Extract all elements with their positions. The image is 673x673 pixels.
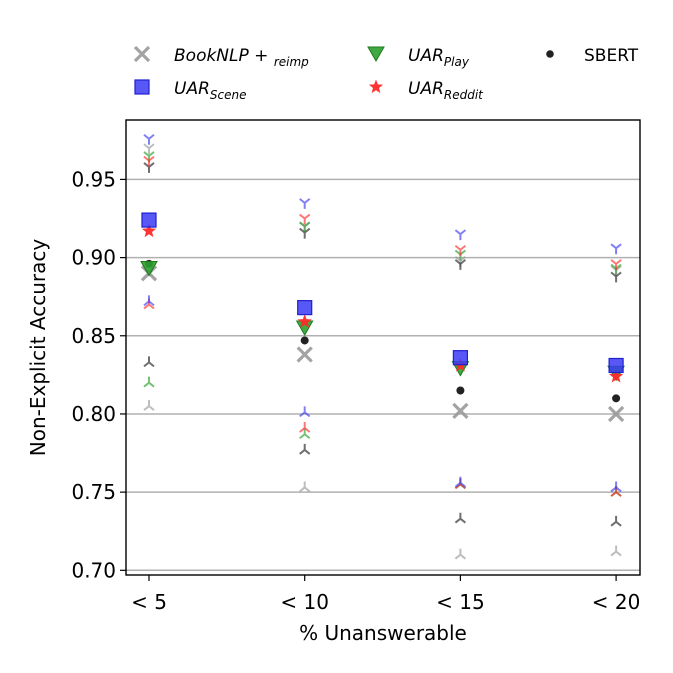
data-marks [140, 133, 625, 560]
lower-bound-mark [299, 481, 311, 493]
lower-bound-mark [610, 515, 622, 527]
x-tick-label: < 20 [592, 590, 641, 614]
y-tick-label: 0.80 [71, 402, 116, 426]
legend-entry-sub: Play [444, 55, 470, 69]
legend-entry-sub: reimp [274, 55, 309, 69]
upper-bound-mark [299, 221, 311, 233]
x-axis-ticks: < 5 < 10 < 15 < 20 [131, 575, 640, 614]
x-tick-label: < 5 [131, 590, 167, 614]
legend-marker [367, 46, 385, 63]
upper-bound-mark [143, 155, 155, 167]
upper-bound-mark [610, 243, 622, 255]
data-point [140, 261, 158, 277]
data-point [612, 394, 621, 403]
data-point [297, 300, 313, 316]
legend-entry-sub: Scene [210, 88, 247, 102]
lower-bound-mark [299, 422, 311, 433]
y-axis-ticks: 0.70 0.75 0.80 0.85 0.90 0.95 [71, 167, 126, 582]
legend-entry-sub: Reddit [444, 88, 484, 102]
upper-bound-mark [610, 271, 622, 283]
data-point [452, 402, 469, 419]
lower-bound-mark [610, 481, 622, 493]
lower-bound-mark [299, 443, 311, 455]
legend-marker [134, 79, 150, 95]
legend-entry-main: SBERT [584, 46, 639, 66]
y-tick-label: 0.85 [71, 324, 116, 348]
lower-bound-mark [454, 512, 467, 524]
upper-bound-mark [143, 133, 155, 145]
legend-entry: UARPlay [408, 46, 470, 69]
legend-entry: UARScene [174, 79, 246, 102]
lower-bound-mark [143, 356, 155, 368]
plot-frame [125, 119, 641, 576]
upper-bound-mark [454, 244, 467, 256]
legend-entry: UARReddit [408, 79, 484, 102]
data-point [297, 314, 312, 328]
data-point [608, 368, 624, 383]
y-tick-label: 0.90 [71, 246, 116, 270]
x-tick-label: < 15 [436, 590, 485, 614]
legend-marker [546, 50, 554, 58]
y-axis-label: Non-Explicit Accuracy [26, 239, 50, 457]
lower-bound-mark [299, 406, 311, 418]
data-point [607, 405, 625, 423]
legend-entry-main: UAR [408, 46, 444, 66]
data-point [456, 386, 465, 395]
y-tick-label: 0.75 [71, 480, 116, 504]
upper-bound-mark [299, 198, 311, 209]
legend-marker [368, 79, 384, 94]
x-tick-label: < 10 [280, 590, 329, 614]
data-point [300, 336, 309, 345]
legend: BookNLP + reimpUARSceneUARPlayUARRedditS… [133, 45, 639, 102]
legend-marker [133, 45, 151, 63]
upper-bound-mark [454, 229, 467, 241]
legend-entry-main: UAR [174, 79, 210, 99]
grid-lines [126, 178, 640, 572]
lower-bound-mark [454, 476, 467, 488]
upper-bound-mark [143, 143, 155, 155]
lower-bound-mark [143, 376, 155, 388]
data-point [608, 357, 624, 374]
legend-entry: BookNLP + reimp [174, 46, 309, 69]
lower-bound-mark [454, 548, 467, 560]
upper-bound-mark [454, 259, 467, 270]
x-axis-label: % Unanswerable [299, 621, 467, 645]
lower-bound-mark [143, 295, 155, 307]
legend-entry-main: UAR [408, 79, 444, 99]
upper-bound-mark [610, 259, 622, 270]
data-point [296, 346, 313, 363]
lower-bound-mark [143, 400, 155, 411]
legend-entry: SBERT [584, 46, 639, 66]
data-point [141, 212, 157, 228]
data-point [452, 350, 468, 366]
upper-bound-mark [299, 213, 311, 225]
lower-bound-mark [610, 545, 622, 557]
y-tick-label: 0.70 [71, 558, 116, 582]
legend-entry-main: BookNLP + [174, 46, 274, 66]
y-tick-label: 0.95 [71, 167, 116, 191]
data-point [141, 223, 157, 238]
